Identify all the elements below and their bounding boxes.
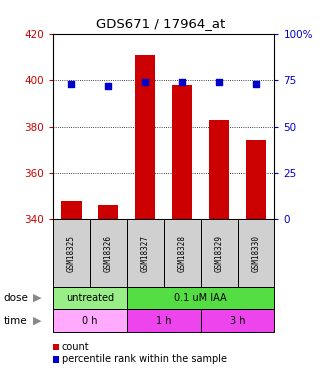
Point [216,79,221,85]
Text: time: time [3,316,27,326]
Text: 3 h: 3 h [230,316,245,326]
Text: dose: dose [3,293,28,303]
Text: 1 h: 1 h [156,316,171,326]
Text: count: count [62,342,90,352]
Text: GSM18330: GSM18330 [251,235,261,272]
Bar [246,141,266,219]
Point [143,79,148,85]
Bar [172,85,192,219]
Text: ▶: ▶ [33,316,41,326]
Point [253,81,258,87]
Text: percentile rank within the sample: percentile rank within the sample [62,354,227,364]
Bar [135,55,155,219]
Point [106,83,111,89]
Text: 0.1 uM IAA: 0.1 uM IAA [174,293,227,303]
Bar [61,201,82,219]
Text: GDS671 / 17964_at: GDS671 / 17964_at [96,17,225,30]
Text: 0 h: 0 h [82,316,98,326]
Text: ▶: ▶ [33,293,41,303]
Text: GSM18329: GSM18329 [214,235,224,272]
Point [179,79,185,85]
Text: GSM18325: GSM18325 [67,235,76,272]
Text: GSM18328: GSM18328 [178,235,187,272]
Text: GSM18326: GSM18326 [104,235,113,272]
Bar [98,206,118,219]
Text: GSM18327: GSM18327 [141,235,150,272]
Point [69,81,74,87]
Text: untreated: untreated [66,293,114,303]
Bar [209,120,229,219]
